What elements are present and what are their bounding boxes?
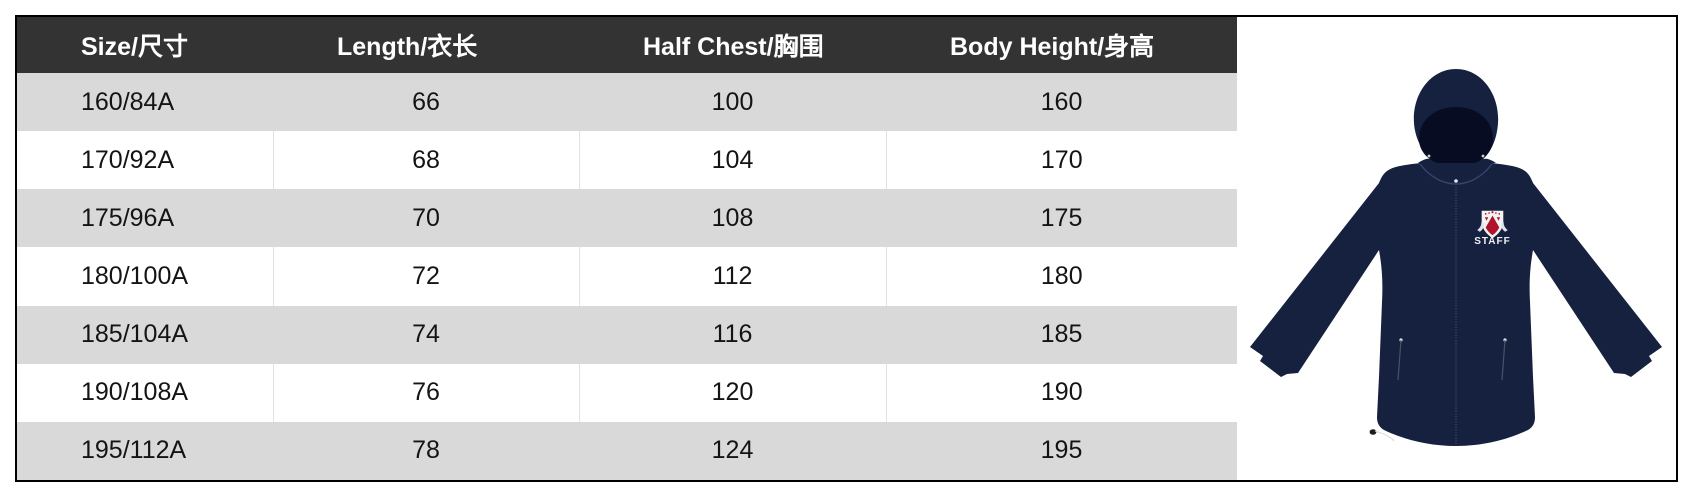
- svg-text:STAFF: STAFF: [1474, 236, 1510, 247]
